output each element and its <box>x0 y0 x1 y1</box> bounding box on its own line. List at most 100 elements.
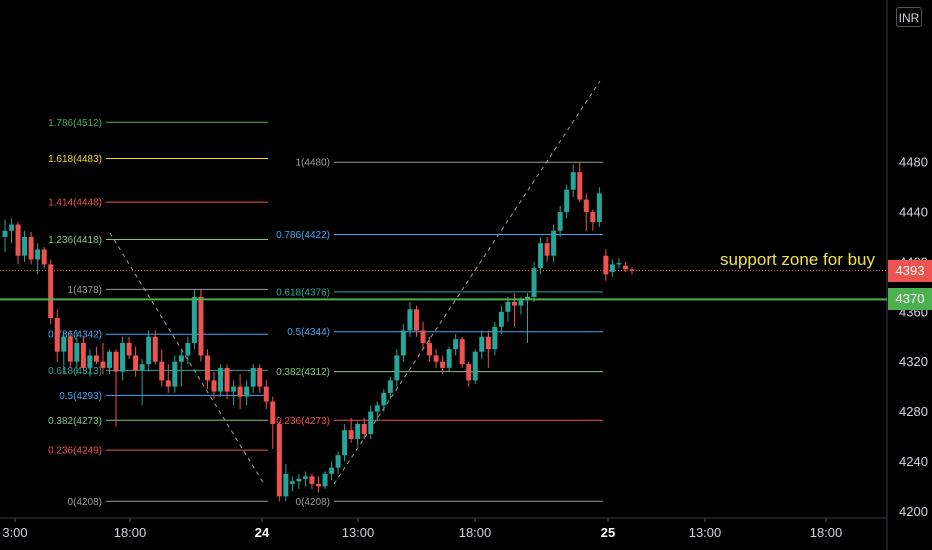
candle <box>316 476 321 493</box>
candle <box>67 330 73 368</box>
candle-body <box>551 230 557 256</box>
candle <box>531 261 537 302</box>
fib-level-label: 0.382(4273) <box>48 416 102 427</box>
candle-body <box>427 342 433 356</box>
annotation-text[interactable]: support zone for buy <box>720 250 875 269</box>
candle-body <box>100 361 106 368</box>
time-tick-label: 13:00 <box>342 525 375 540</box>
candle <box>413 305 419 337</box>
candle-body <box>570 172 576 190</box>
candle <box>80 336 86 372</box>
candle <box>159 349 165 387</box>
candle <box>198 289 204 362</box>
candle-body <box>244 386 250 397</box>
candle-body <box>120 342 126 372</box>
candle-body <box>172 361 178 387</box>
price-tick-label: 4440 <box>899 205 928 220</box>
fib-retracement-2[interactable]: 1(4480) 0.786(4422) 0.618(4376) 0.5(4344) 0.… <box>276 80 603 508</box>
candle-body <box>165 380 171 387</box>
fib-level-label: 0.786(4422) <box>276 230 330 241</box>
price-tick-label: 4240 <box>899 454 928 469</box>
fib-level-label: 0.5(4293) <box>59 391 102 402</box>
fib-level-label: 1.236(4418) <box>48 235 102 246</box>
candle <box>35 243 41 275</box>
candle-body <box>139 364 145 371</box>
candle <box>498 305 504 335</box>
candle <box>446 346 452 372</box>
candle-body <box>28 236 34 260</box>
candle <box>335 451 341 474</box>
candle-body <box>296 478 302 482</box>
candle-body <box>113 351 119 372</box>
candle <box>557 205 563 237</box>
candle-body <box>263 386 269 402</box>
candle-body <box>224 367 230 392</box>
fib-level-label: 0.618(4376) <box>276 287 330 298</box>
candle-body <box>159 361 165 381</box>
candle-body <box>557 212 563 231</box>
candle <box>309 473 315 489</box>
candle <box>126 336 132 360</box>
candle <box>61 330 67 375</box>
candle <box>9 218 15 244</box>
candle <box>596 187 602 228</box>
candle-body <box>316 483 321 487</box>
candle-body <box>309 476 315 484</box>
candle-body <box>35 249 41 260</box>
candle <box>211 371 217 400</box>
candle <box>270 396 276 449</box>
candle <box>107 349 112 375</box>
candle-body <box>146 336 152 365</box>
candle <box>224 364 230 400</box>
fib-level-label: 1.414(4448) <box>48 198 102 209</box>
candle-body <box>466 364 472 381</box>
time-tick-label: 18:00 <box>459 525 492 540</box>
candle-body <box>2 230 8 237</box>
fib-level-label: 1.786(4512) <box>48 118 102 129</box>
candle-body <box>93 355 99 362</box>
candle-body <box>152 336 158 362</box>
time-tick-label: 24 <box>255 525 270 540</box>
candle-body <box>204 355 210 381</box>
candle <box>296 473 302 489</box>
candle <box>616 258 622 269</box>
candle-body <box>603 255 609 275</box>
candle-body <box>518 299 524 306</box>
candle-body <box>492 326 498 350</box>
candle-body <box>479 336 485 352</box>
candle-body <box>250 367 256 387</box>
candle-body <box>231 386 237 392</box>
candle <box>133 346 139 377</box>
candle <box>178 349 184 387</box>
time-tick-label: 18:00 <box>810 525 843 540</box>
candle <box>263 380 269 410</box>
fib-level-label: 0.382(4312) <box>276 367 330 378</box>
candle <box>479 330 485 360</box>
fib-level-label: 0.5(4344) <box>287 327 330 338</box>
candle-body <box>368 411 374 434</box>
candle <box>551 224 557 262</box>
candle-body <box>211 380 217 392</box>
candle-body <box>420 330 426 343</box>
candle <box>283 463 289 502</box>
fib-retracement-1[interactable]: 1.786(4512) 1.618(4483) 1.414(4448) 1.236(4… <box>48 118 268 508</box>
candle <box>250 364 256 393</box>
currency-button[interactable]: INR <box>896 7 922 27</box>
candle-body <box>629 269 635 271</box>
support-price-tag: 4370 <box>888 288 932 311</box>
candle <box>368 405 374 439</box>
time-axis[interactable]: 3:00 18:00 24 13:00 18:00 25 13:00 18:00 <box>2 518 842 540</box>
candle-body <box>400 330 406 356</box>
candle-body <box>374 405 380 412</box>
candle-body <box>329 467 335 474</box>
candle <box>237 374 243 410</box>
candle <box>485 330 491 368</box>
candle <box>185 336 191 365</box>
candle-body <box>302 476 308 479</box>
candle <box>400 324 406 362</box>
candle-body <box>191 296 197 343</box>
candle <box>74 330 80 375</box>
fib-level-label: 0(4208) <box>68 497 102 508</box>
candle <box>329 461 335 481</box>
